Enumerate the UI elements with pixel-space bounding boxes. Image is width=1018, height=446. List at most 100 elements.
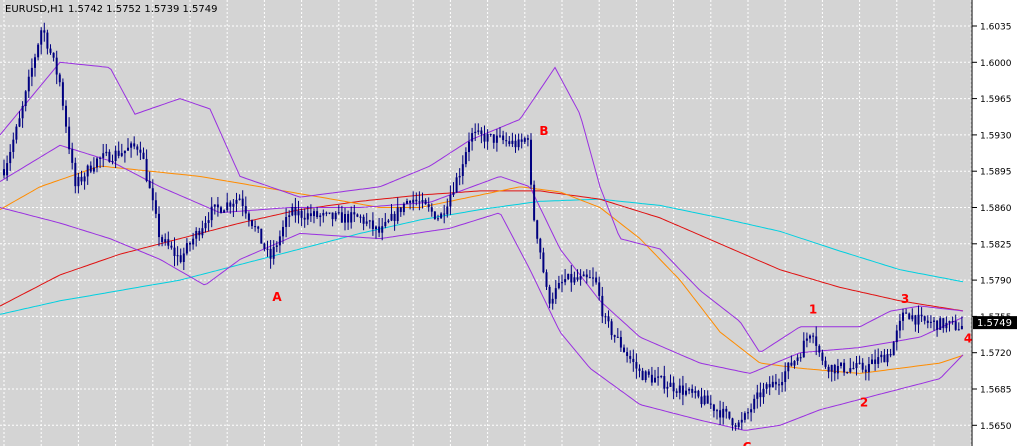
candle-body: [836, 365, 839, 374]
candle-body: [666, 386, 669, 389]
bollinger-mid-line: [0, 144, 964, 374]
candle-body: [316, 211, 319, 218]
candle-body: [892, 342, 895, 356]
candle-body: [722, 408, 725, 418]
candle-body: [939, 318, 942, 330]
candle-body: [883, 354, 886, 363]
candle-body: [520, 139, 523, 142]
candle-body: [871, 359, 873, 365]
axis-background: [972, 0, 1018, 446]
candle-body: [325, 212, 328, 214]
candle-body: [654, 377, 656, 383]
candle-body: [799, 357, 802, 359]
candle-body: [697, 390, 700, 397]
candle-body: [337, 212, 340, 214]
candle-body: [427, 204, 430, 208]
candle-body: [675, 391, 678, 393]
candle-body: [167, 239, 170, 246]
candle-body: [514, 140, 517, 148]
candle-body: [942, 318, 945, 329]
candle-body: [406, 200, 408, 204]
candle-body: [278, 236, 281, 246]
candle-body: [151, 188, 154, 201]
candle-body: [117, 150, 120, 156]
candle-body: [30, 67, 33, 77]
candle-body: [678, 385, 681, 393]
candle-body: [787, 362, 790, 372]
candle-body: [6, 163, 9, 176]
plot-background: [0, 0, 972, 446]
candle-body: [685, 390, 687, 395]
candle-body: [257, 226, 260, 229]
candle-body: [461, 164, 464, 176]
candle-body: [80, 176, 83, 182]
candle-body: [511, 140, 514, 144]
candle-body: [681, 385, 684, 395]
candle-body: [201, 228, 204, 236]
candle-body: [12, 139, 15, 152]
chart-ohlc: 1.5742 1.5752 1.5739 1.5749: [68, 4, 218, 15]
annotation-1: 1: [809, 302, 817, 316]
price-tick-label: 1.5895: [980, 168, 1012, 178]
annotation-c: C: [743, 440, 752, 446]
candle-body: [914, 315, 917, 325]
candle-body: [207, 220, 210, 223]
candle-body: [616, 336, 619, 338]
candle-body: [539, 238, 542, 253]
candle-body: [347, 213, 350, 223]
bollinger-lower-line: [0, 207, 964, 431]
candle-body: [105, 151, 108, 154]
candle-body: [781, 381, 784, 386]
candle-body: [582, 274, 585, 277]
candle-body: [840, 362, 842, 366]
candle-body: [911, 315, 914, 320]
candle-body: [40, 30, 43, 45]
candle-body: [502, 135, 505, 141]
candle-body: [542, 252, 545, 273]
candle-body: [263, 243, 266, 249]
candle-body: [130, 143, 133, 148]
candle-body: [778, 384, 780, 386]
candle-body: [266, 248, 269, 250]
candle-body: [864, 369, 867, 373]
candle-body: [353, 212, 356, 215]
candle-body: [626, 352, 629, 356]
candle-body: [477, 130, 480, 132]
candle-body: [145, 158, 148, 181]
candle-body: [378, 226, 381, 233]
annotation-2: 2: [860, 396, 868, 410]
candle-body: [440, 213, 443, 219]
candle-body: [241, 198, 244, 207]
candle-body: [418, 201, 421, 203]
candle-body: [926, 320, 929, 323]
candle-body: [619, 337, 622, 348]
candle-body: [285, 217, 288, 227]
candle-body: [545, 272, 548, 287]
candle-body: [920, 314, 923, 317]
candle-body: [771, 381, 774, 388]
candle-body: [350, 212, 353, 223]
candle-body: [867, 364, 870, 373]
candle-body: [173, 247, 176, 256]
candle-body: [579, 276, 582, 280]
candle-body: [694, 390, 697, 393]
candle-body: [142, 152, 145, 159]
candle-body: [393, 213, 396, 222]
candle-body: [328, 212, 331, 214]
candle-body: [802, 340, 805, 358]
candle-body: [471, 133, 474, 142]
candle-body: [415, 199, 418, 202]
candle-body: [508, 141, 511, 144]
candle-body: [74, 162, 77, 187]
candle-body: [889, 354, 892, 356]
candle-body: [533, 184, 536, 221]
candle-body: [945, 322, 948, 329]
candle-body: [210, 206, 213, 221]
candle-body: [551, 298, 554, 304]
candle-body: [576, 277, 579, 280]
candle-body: [809, 335, 811, 339]
candle-body: [3, 169, 5, 176]
candle-body: [960, 325, 963, 330]
candle-body: [629, 355, 632, 359]
